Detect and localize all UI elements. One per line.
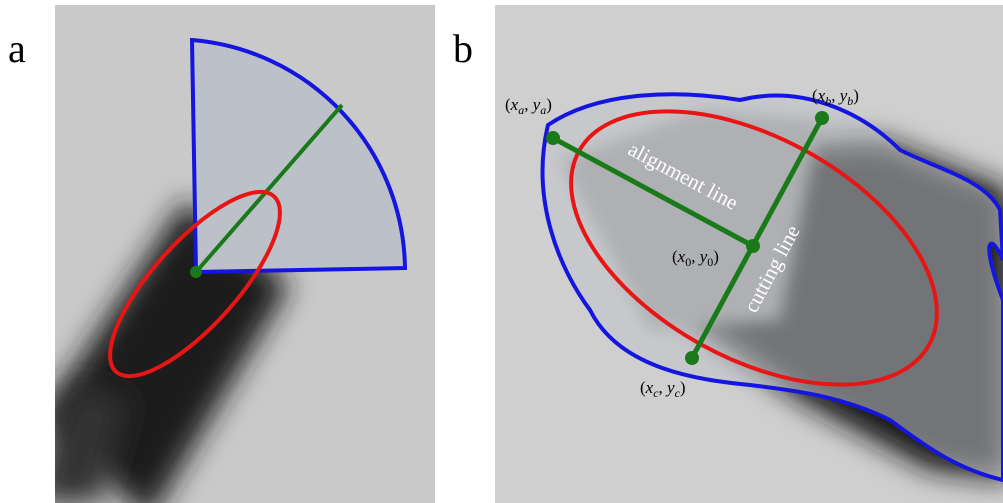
- label-part: y: [698, 247, 708, 266]
- figure: a b alignment line cutting line (xa, ya)…: [0, 0, 1003, 503]
- label-part: ,: [659, 378, 668, 397]
- label-part: ): [546, 95, 552, 114]
- point: [815, 111, 829, 125]
- panel-label: b: [453, 26, 473, 71]
- point: [746, 239, 760, 253]
- label-part: ): [713, 247, 719, 266]
- label-part: ,: [524, 95, 533, 114]
- label-part: ,: [831, 86, 840, 105]
- label-part: y: [531, 95, 541, 114]
- center-dot: [190, 266, 202, 278]
- panel-label: a: [8, 26, 26, 71]
- point: [546, 131, 560, 145]
- label-part: ): [853, 86, 859, 105]
- label-part: ,: [691, 247, 700, 266]
- label-part: ): [680, 378, 686, 397]
- point: [685, 351, 699, 365]
- label-part: y: [665, 378, 675, 397]
- label-part: y: [838, 86, 848, 105]
